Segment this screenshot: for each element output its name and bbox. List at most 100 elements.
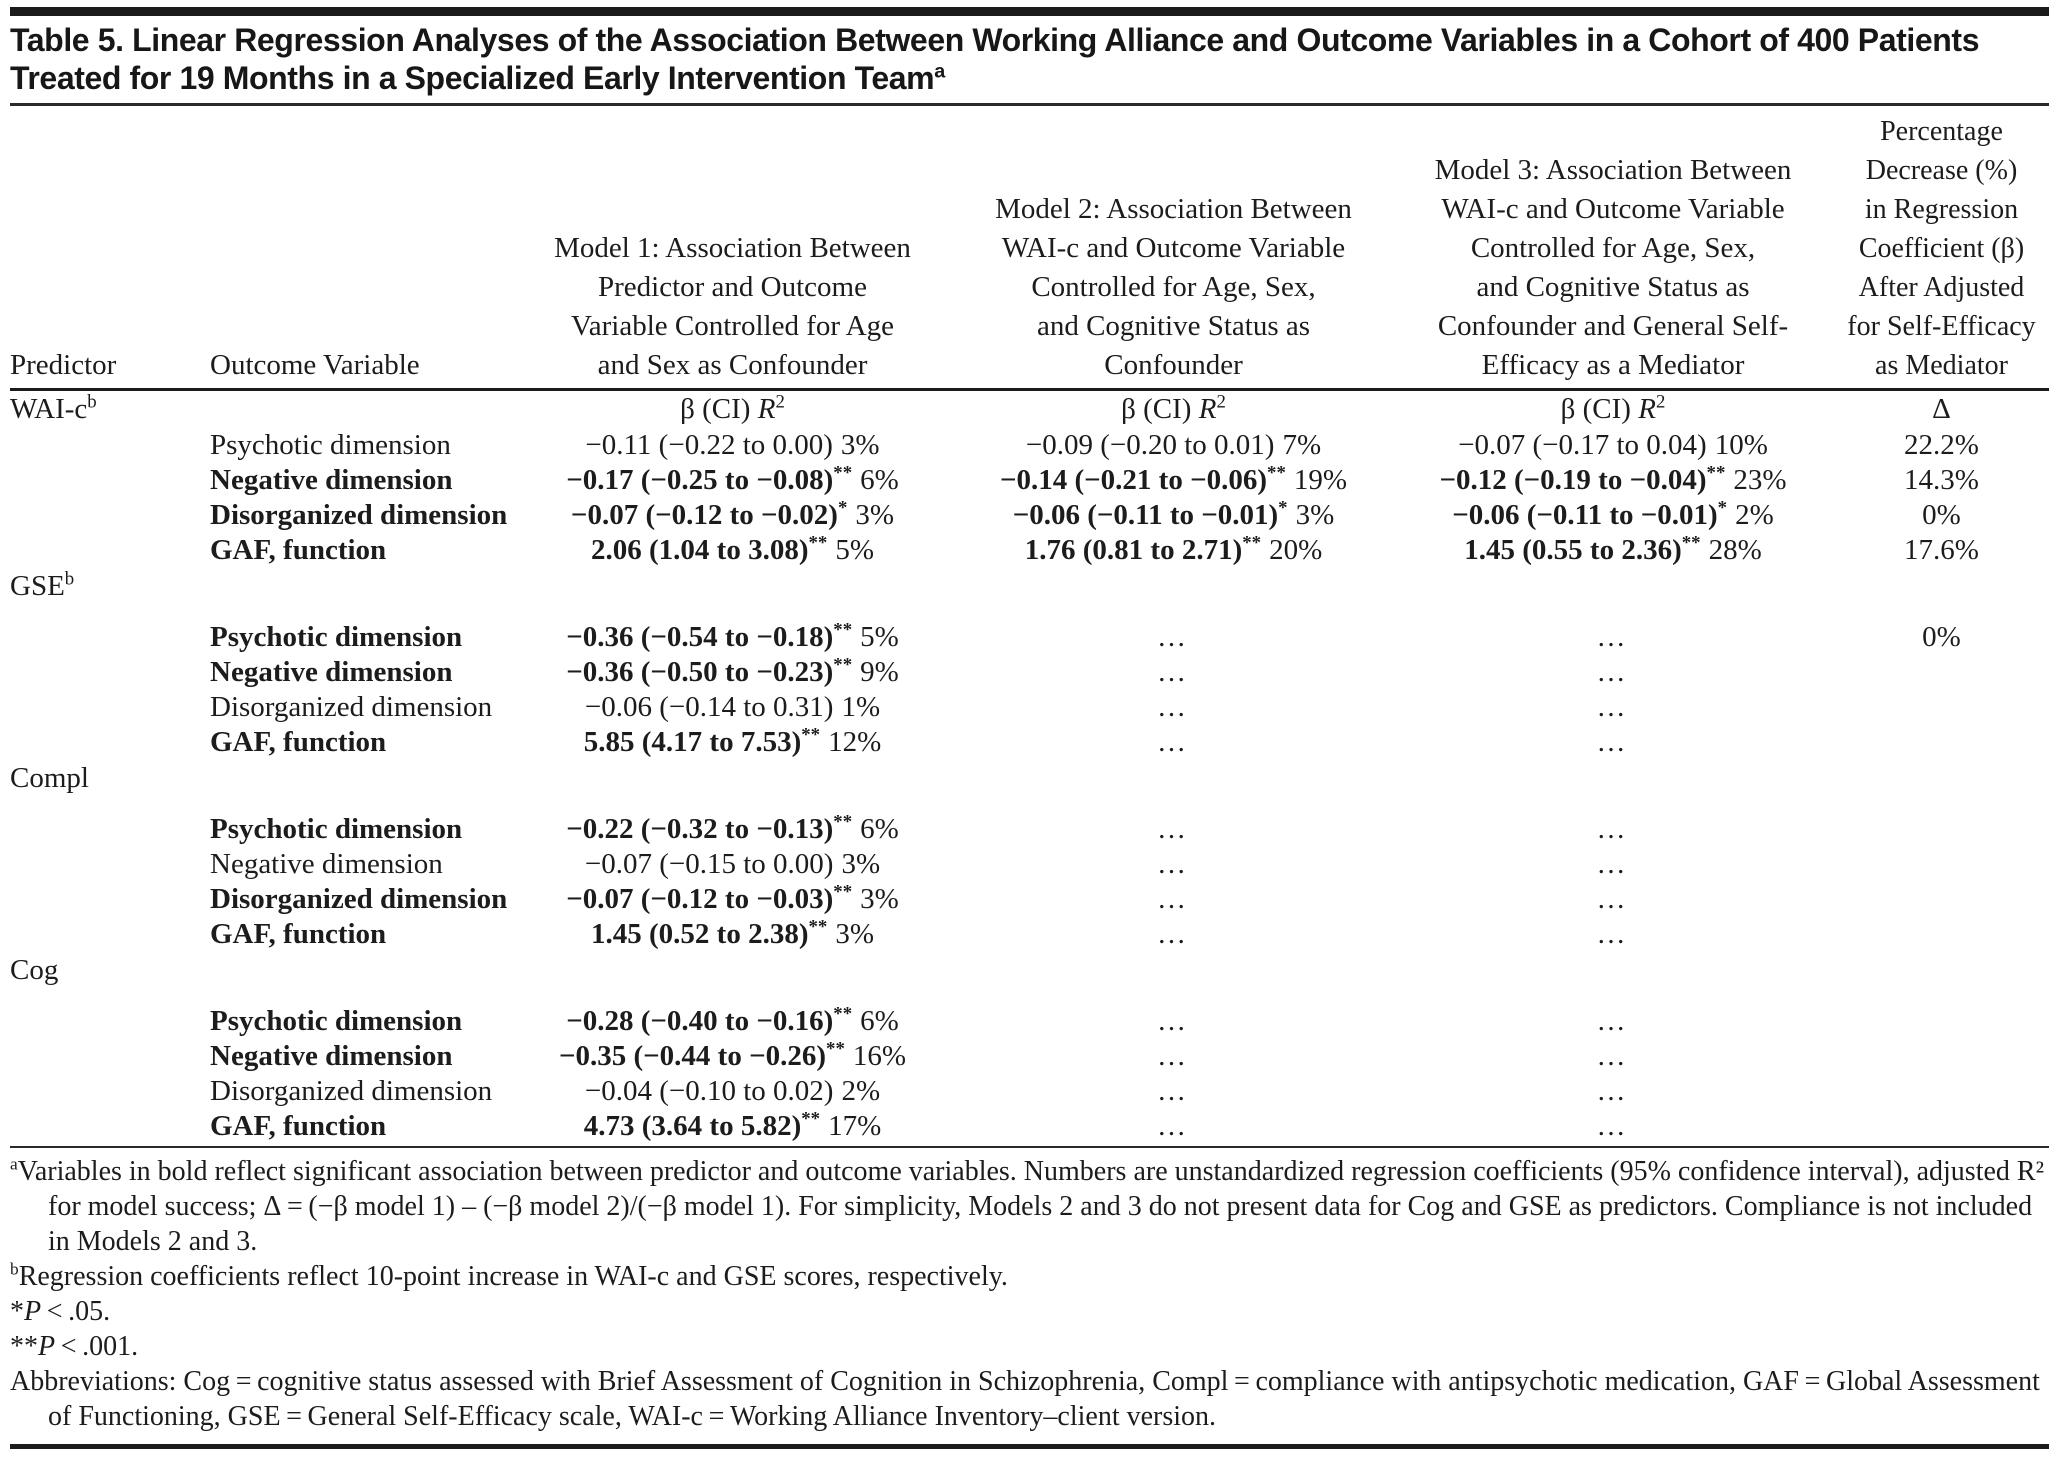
ellipsis-placeholder: … xyxy=(1157,1110,1190,1142)
header-divider-rule xyxy=(10,388,2049,391)
significance-stars: ** xyxy=(833,881,853,903)
beta-ci-subheader-model2 xyxy=(955,952,1392,1004)
ellipsis-placeholder: … xyxy=(1157,621,1190,653)
model1-cell: 1.45 (0.52 to 2.38)** 3% xyxy=(510,917,955,952)
table-row: Disorganized dimension −0.07 (−0.12 to −0… xyxy=(10,498,2049,533)
significance-stars: ** xyxy=(826,1038,845,1060)
coefficient-ci: −0.11 (−0.22 to 0.00) xyxy=(585,429,833,461)
predictor-footnote-marker: b xyxy=(64,568,75,590)
column-header-outcome-variable: Outcome Variable xyxy=(210,349,420,381)
footnote-p-05: *P < .05. xyxy=(10,1294,2049,1329)
beta-ci-subheader-model3: β (CI) R2 xyxy=(1560,391,1666,425)
model3-cell: … xyxy=(1392,812,1834,847)
model1-cell: −0.07 (−0.12 to −0.03)** 3% xyxy=(510,882,955,917)
r-squared-value: 7% xyxy=(1282,429,1322,461)
coefficient-ci: 1.76 (0.81 to 2.71) xyxy=(1024,534,1243,566)
coefficient-ci: −0.04 (−0.10 to 0.02) xyxy=(584,1075,834,1107)
predictor-cell xyxy=(10,1074,210,1109)
coefficient-ci: −0.12 (−0.19 to −0.04) xyxy=(1439,464,1707,496)
outcome-cell: Negative dimension xyxy=(210,848,443,880)
ellipsis-placeholder: … xyxy=(1157,691,1190,723)
footnote-b: bRegression coefficients reflect 10-poin… xyxy=(10,1259,2049,1294)
footnote-divider-rule xyxy=(10,1146,2049,1148)
predictor-cell xyxy=(10,1039,210,1074)
model2-cell: 1.76 (0.81 to 2.71)** 20% xyxy=(955,533,1392,568)
model2-cell: −0.14 (−0.21 to −0.06)** 19% xyxy=(955,463,1392,498)
coefficient-ci: −0.14 (−0.21 to −0.06) xyxy=(999,464,1268,496)
predictor-cell: WAI-cb xyxy=(10,391,97,425)
model2-cell: … xyxy=(955,655,1392,690)
coefficient-ci: −0.17 (−0.25 to −0.08) xyxy=(566,464,834,496)
footnote-p05-stars: * xyxy=(10,1296,24,1327)
footnote-b-text: Regression coefficients reflect 10-point… xyxy=(18,1261,1008,1292)
predictor-cell xyxy=(10,725,210,760)
r-squared-value: 6% xyxy=(860,813,899,845)
outcome-cell xyxy=(210,568,510,620)
delta-cell xyxy=(1834,1004,2049,1039)
coefficient-ci: −0.07 (−0.15 to 0.00) xyxy=(584,848,834,880)
model2-cell: … xyxy=(955,847,1392,882)
footnote-p-001: **P < .001. xyxy=(10,1329,2049,1364)
r-squared-value: 6% xyxy=(860,1005,899,1037)
footnote-p001-stars: ** xyxy=(10,1331,38,1362)
coefficient-ci: −0.36 (−0.50 to −0.23) xyxy=(566,656,834,688)
delta-cell xyxy=(1834,690,2049,725)
significance-stars: ** xyxy=(833,654,853,676)
predictor-cell xyxy=(10,533,210,568)
ellipsis-placeholder: … xyxy=(1157,1075,1190,1107)
model1-cell: −0.35 (−0.44 to −0.26)** 16% xyxy=(510,1039,955,1074)
outcome-cell: GAF, function xyxy=(210,1110,387,1142)
predictor-cell xyxy=(10,655,210,690)
predictor-cell xyxy=(10,498,210,533)
predictor-cell xyxy=(10,690,210,725)
model1-cell: 4.73 (3.64 to 5.82)** 17% xyxy=(510,1109,955,1144)
column-header-model3: Model 3: Association Between WAI-c and O… xyxy=(1434,154,1792,381)
model1-cell: 5.85 (4.17 to 7.53)** 12% xyxy=(510,725,955,760)
predictor-cell xyxy=(10,882,210,917)
outcome-cell: Disorganized dimension xyxy=(210,1075,493,1107)
outcome-cell: Disorganized dimension xyxy=(210,691,493,723)
table-row: Negative dimension −0.07 (−0.15 to 0.00) 3… xyxy=(10,847,2049,882)
title-divider-rule xyxy=(10,103,2049,106)
ellipsis-placeholder: … xyxy=(1157,813,1190,845)
r-squared-value: 10% xyxy=(1714,429,1768,461)
model2-cell: … xyxy=(955,917,1392,952)
outcome-cell xyxy=(210,391,510,428)
model1-cell: −0.28 (−0.40 to −0.16)** 6% xyxy=(510,1004,955,1039)
delta-subheader xyxy=(1834,568,2049,620)
model1-cell: −0.04 (−0.10 to 0.02) 2% xyxy=(510,1074,955,1109)
r-squared-value: 9% xyxy=(860,656,899,688)
model1-cell: −0.17 (−0.25 to −0.08)** 6% xyxy=(510,463,955,498)
footnote-a-text: Variables in bold reflect significant as… xyxy=(17,1156,2044,1257)
predictor-cell xyxy=(10,463,210,498)
outcome-cell xyxy=(210,952,510,1004)
predictor-cell xyxy=(10,1004,210,1039)
delta-cell: 22.2% xyxy=(1904,429,1979,461)
table-body: WAI-cb β (CI) R2 β (CI) R2 β (CI) R2 Δ Psycho… xyxy=(10,391,2049,1144)
ellipsis-placeholder: … xyxy=(1596,656,1630,688)
model3-cell: −0.12 (−0.19 to −0.04)** 23% xyxy=(1392,463,1834,498)
footnote-a: aVariables in bold reflect significant a… xyxy=(10,1154,2049,1259)
r-squared-value: 3% xyxy=(840,429,880,461)
ellipsis-placeholder: … xyxy=(1157,918,1190,950)
delta-cell xyxy=(1834,847,2049,882)
beta-ci-subheader-model2 xyxy=(955,760,1392,812)
r-squared-value: 28% xyxy=(1708,534,1762,566)
significance-stars: ** xyxy=(808,916,828,938)
footnote-p001-p: P xyxy=(38,1331,56,1362)
predictor-section-row: Compl xyxy=(10,760,2049,812)
beta-ci-subheader-model3 xyxy=(1392,760,1834,812)
coefficient-ci: 1.45 (0.52 to 2.38) xyxy=(591,918,809,950)
model2-cell: … xyxy=(955,1109,1392,1144)
ellipsis-placeholder: … xyxy=(1596,621,1630,653)
delta-cell xyxy=(1834,1109,2049,1144)
beta-ci-subheader-model1: β (CI) R2 xyxy=(680,391,785,425)
r-squared-value: 19% xyxy=(1293,464,1348,496)
table-row: Psychotic dimension −0.36 (−0.54 to −0.18… xyxy=(10,620,2049,655)
table-title-text: Table 5. Linear Regression Analyses of t… xyxy=(10,22,1980,96)
delta-subheader xyxy=(1834,952,2049,1004)
model3-cell: … xyxy=(1392,620,1834,655)
footnote-b-marker: b xyxy=(10,1259,19,1279)
significance-stars: ** xyxy=(801,1108,821,1130)
